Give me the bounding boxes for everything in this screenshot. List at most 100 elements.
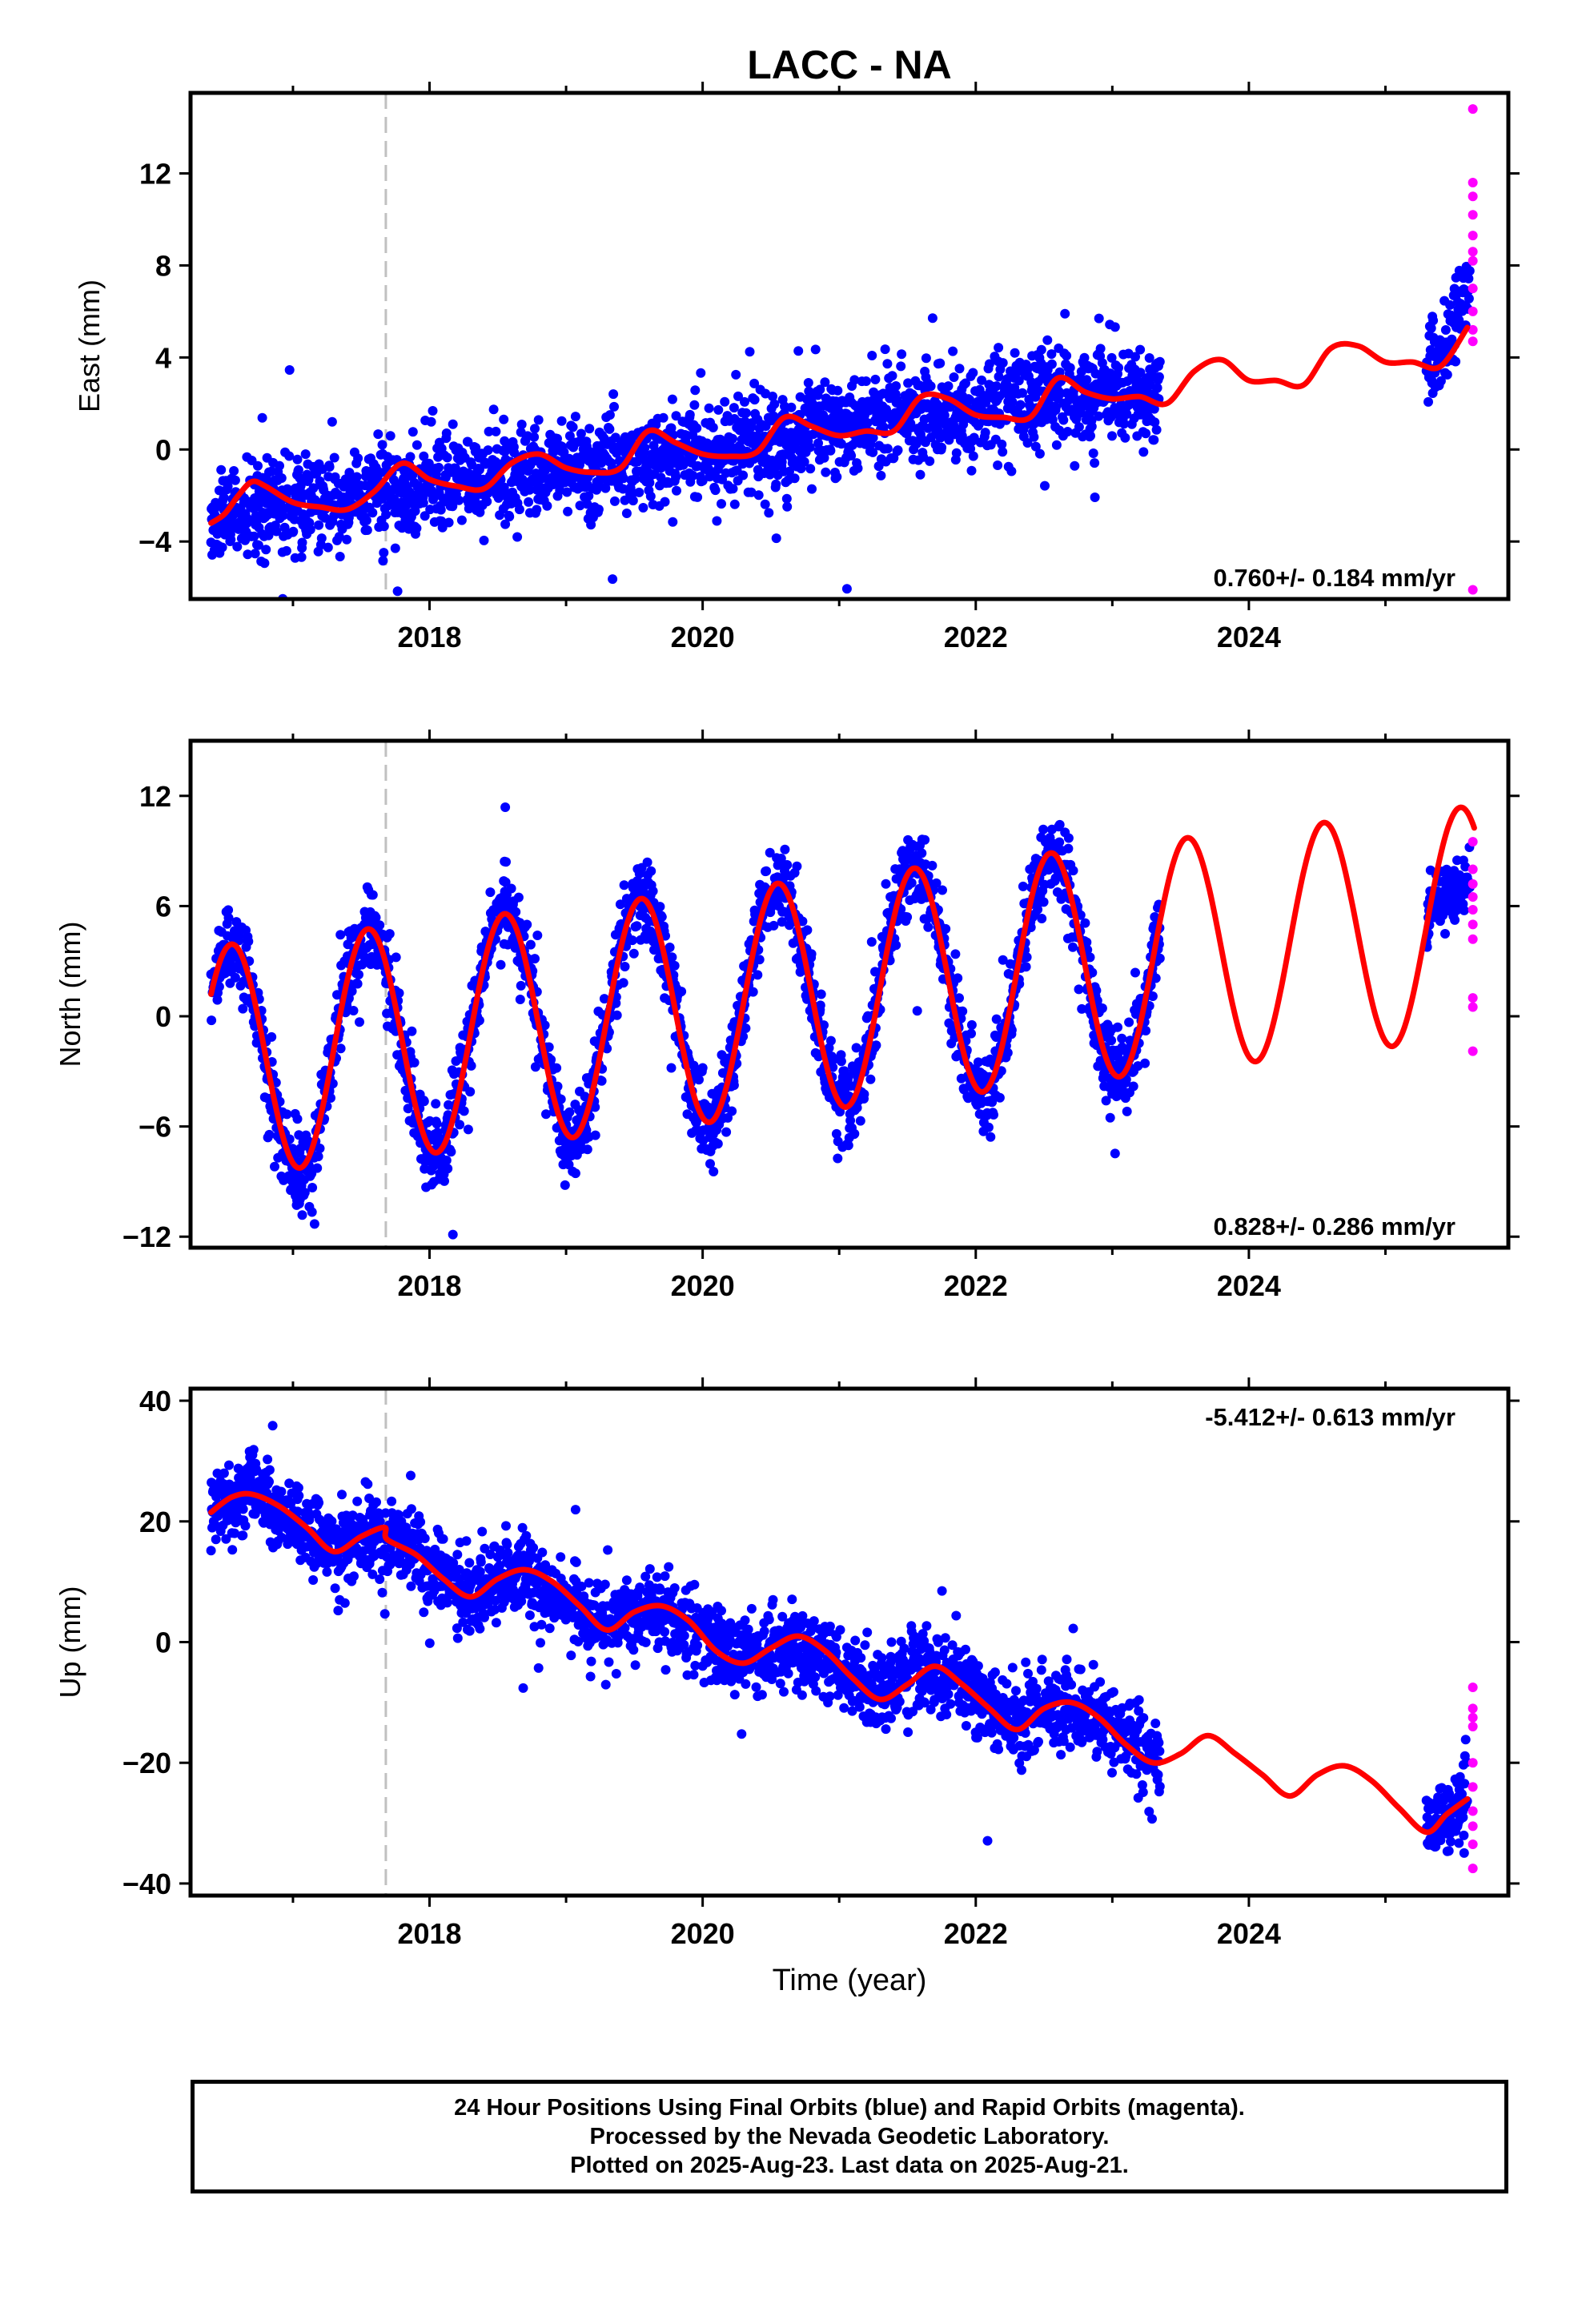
final-orbit-point xyxy=(1149,435,1159,445)
final-orbit-point xyxy=(998,447,1008,457)
final-orbit-point xyxy=(761,866,772,876)
final-orbit-point xyxy=(1440,929,1450,939)
final-orbit-point xyxy=(640,443,650,453)
final-orbit-point xyxy=(628,496,638,506)
final-orbit-point xyxy=(465,1087,476,1097)
y-tick-label: −4 xyxy=(139,525,171,558)
final-orbit-point xyxy=(232,541,243,552)
final-orbit-point xyxy=(994,1092,1005,1103)
final-orbit-point xyxy=(371,912,381,923)
rapid-orbit-point xyxy=(1468,255,1478,266)
final-orbit-point xyxy=(340,497,351,507)
final-orbit-point xyxy=(861,376,871,386)
final-orbit-point xyxy=(769,920,779,931)
final-orbit-point xyxy=(1150,973,1161,983)
final-orbit-point xyxy=(214,982,224,992)
final-orbit-point xyxy=(207,1015,217,1026)
y-tick-label: 0 xyxy=(155,433,171,466)
final-orbit-point xyxy=(590,1102,600,1112)
final-orbit-point xyxy=(882,359,893,369)
final-orbit-point xyxy=(849,1128,860,1139)
final-orbit-point xyxy=(1090,458,1100,468)
rate-annotation: 0.828+/- 0.286 mm/yr xyxy=(1214,1212,1456,1240)
final-orbit-point xyxy=(552,433,562,444)
final-orbit-point xyxy=(820,377,830,388)
final-orbit-point xyxy=(710,485,721,496)
final-orbit-point xyxy=(408,427,418,437)
final-orbit-point xyxy=(609,401,619,412)
final-orbit-point xyxy=(825,445,836,456)
final-orbit-point xyxy=(238,1530,248,1541)
final-orbit-point xyxy=(948,346,958,356)
final-orbit-point xyxy=(871,1040,881,1051)
rapid-orbit-point xyxy=(1468,837,1478,847)
final-orbit-point xyxy=(893,445,903,456)
final-orbit-point xyxy=(1060,308,1070,319)
final-orbit-point xyxy=(1445,300,1456,310)
y-tick-label: 4 xyxy=(155,341,171,374)
final-orbit-point xyxy=(282,1109,292,1120)
final-orbit-point xyxy=(645,491,656,501)
final-orbit-point xyxy=(230,475,240,485)
final-orbit-point xyxy=(920,834,930,845)
final-orbit-point xyxy=(219,1468,229,1478)
final-orbit-point xyxy=(793,346,804,356)
final-orbit-point xyxy=(694,1075,704,1085)
final-orbit-point xyxy=(1066,404,1077,415)
final-orbit-point xyxy=(506,883,516,894)
final-orbit-point xyxy=(441,1156,452,1165)
final-orbit-point xyxy=(782,860,793,870)
final-orbit-point xyxy=(305,525,315,535)
rapid-orbit-point xyxy=(1468,283,1478,294)
final-orbit-point xyxy=(347,986,357,996)
final-orbit-point xyxy=(973,1057,983,1068)
final-orbit-point xyxy=(499,414,509,424)
final-orbit-point xyxy=(385,431,396,441)
final-orbit-point xyxy=(697,1063,708,1073)
final-orbit-point xyxy=(552,1063,562,1073)
y-tick-label: 6 xyxy=(155,890,171,923)
final-orbit-point xyxy=(229,466,239,476)
final-orbit-point xyxy=(564,1107,575,1117)
rapid-orbits-series xyxy=(1468,104,1478,595)
rapid-orbit-point xyxy=(1468,585,1478,595)
final-orbit-point xyxy=(958,1006,968,1016)
final-orbit-point xyxy=(530,954,540,964)
final-orbit-point xyxy=(226,534,236,545)
final-orbit-point xyxy=(648,886,658,896)
final-orbit-point xyxy=(575,501,585,511)
final-orbit-point xyxy=(876,470,886,480)
final-orbit-point xyxy=(866,937,877,947)
final-orbit-point xyxy=(853,463,863,473)
final-orbit-point xyxy=(1154,356,1165,367)
final-orbit-point xyxy=(556,416,567,426)
final-orbit-point xyxy=(671,411,681,421)
final-orbit-point xyxy=(906,878,917,888)
final-orbit-point xyxy=(355,1017,364,1027)
final-orbit-point xyxy=(1122,409,1132,419)
final-orbit-point xyxy=(819,452,829,463)
final-orbit-point xyxy=(638,503,648,513)
final-orbit-point xyxy=(953,973,963,983)
final-orbit-point xyxy=(323,542,333,553)
final-orbit-point xyxy=(609,496,620,506)
final-orbit-point xyxy=(335,552,345,561)
final-orbit-point xyxy=(309,1219,319,1229)
final-orbit-point xyxy=(966,465,977,476)
final-orbits-series xyxy=(206,1421,1472,1858)
final-orbit-point xyxy=(238,1003,248,1014)
final-orbit-point xyxy=(432,1119,442,1129)
rapid-orbit-point xyxy=(1468,891,1478,902)
final-orbit-point xyxy=(1130,352,1140,362)
final-orbit-point xyxy=(540,1020,550,1031)
final-orbit-point xyxy=(1138,447,1149,457)
final-orbit-point xyxy=(384,929,395,939)
final-orbit-point xyxy=(1040,480,1050,491)
final-orbit-point xyxy=(993,460,1003,470)
final-orbit-point xyxy=(807,484,817,494)
final-orbit-point xyxy=(705,1159,715,1169)
final-orbit-point xyxy=(666,1063,677,1073)
final-orbit-point xyxy=(474,1015,484,1026)
final-orbit-point xyxy=(1046,349,1057,360)
final-orbit-point xyxy=(335,1043,346,1054)
